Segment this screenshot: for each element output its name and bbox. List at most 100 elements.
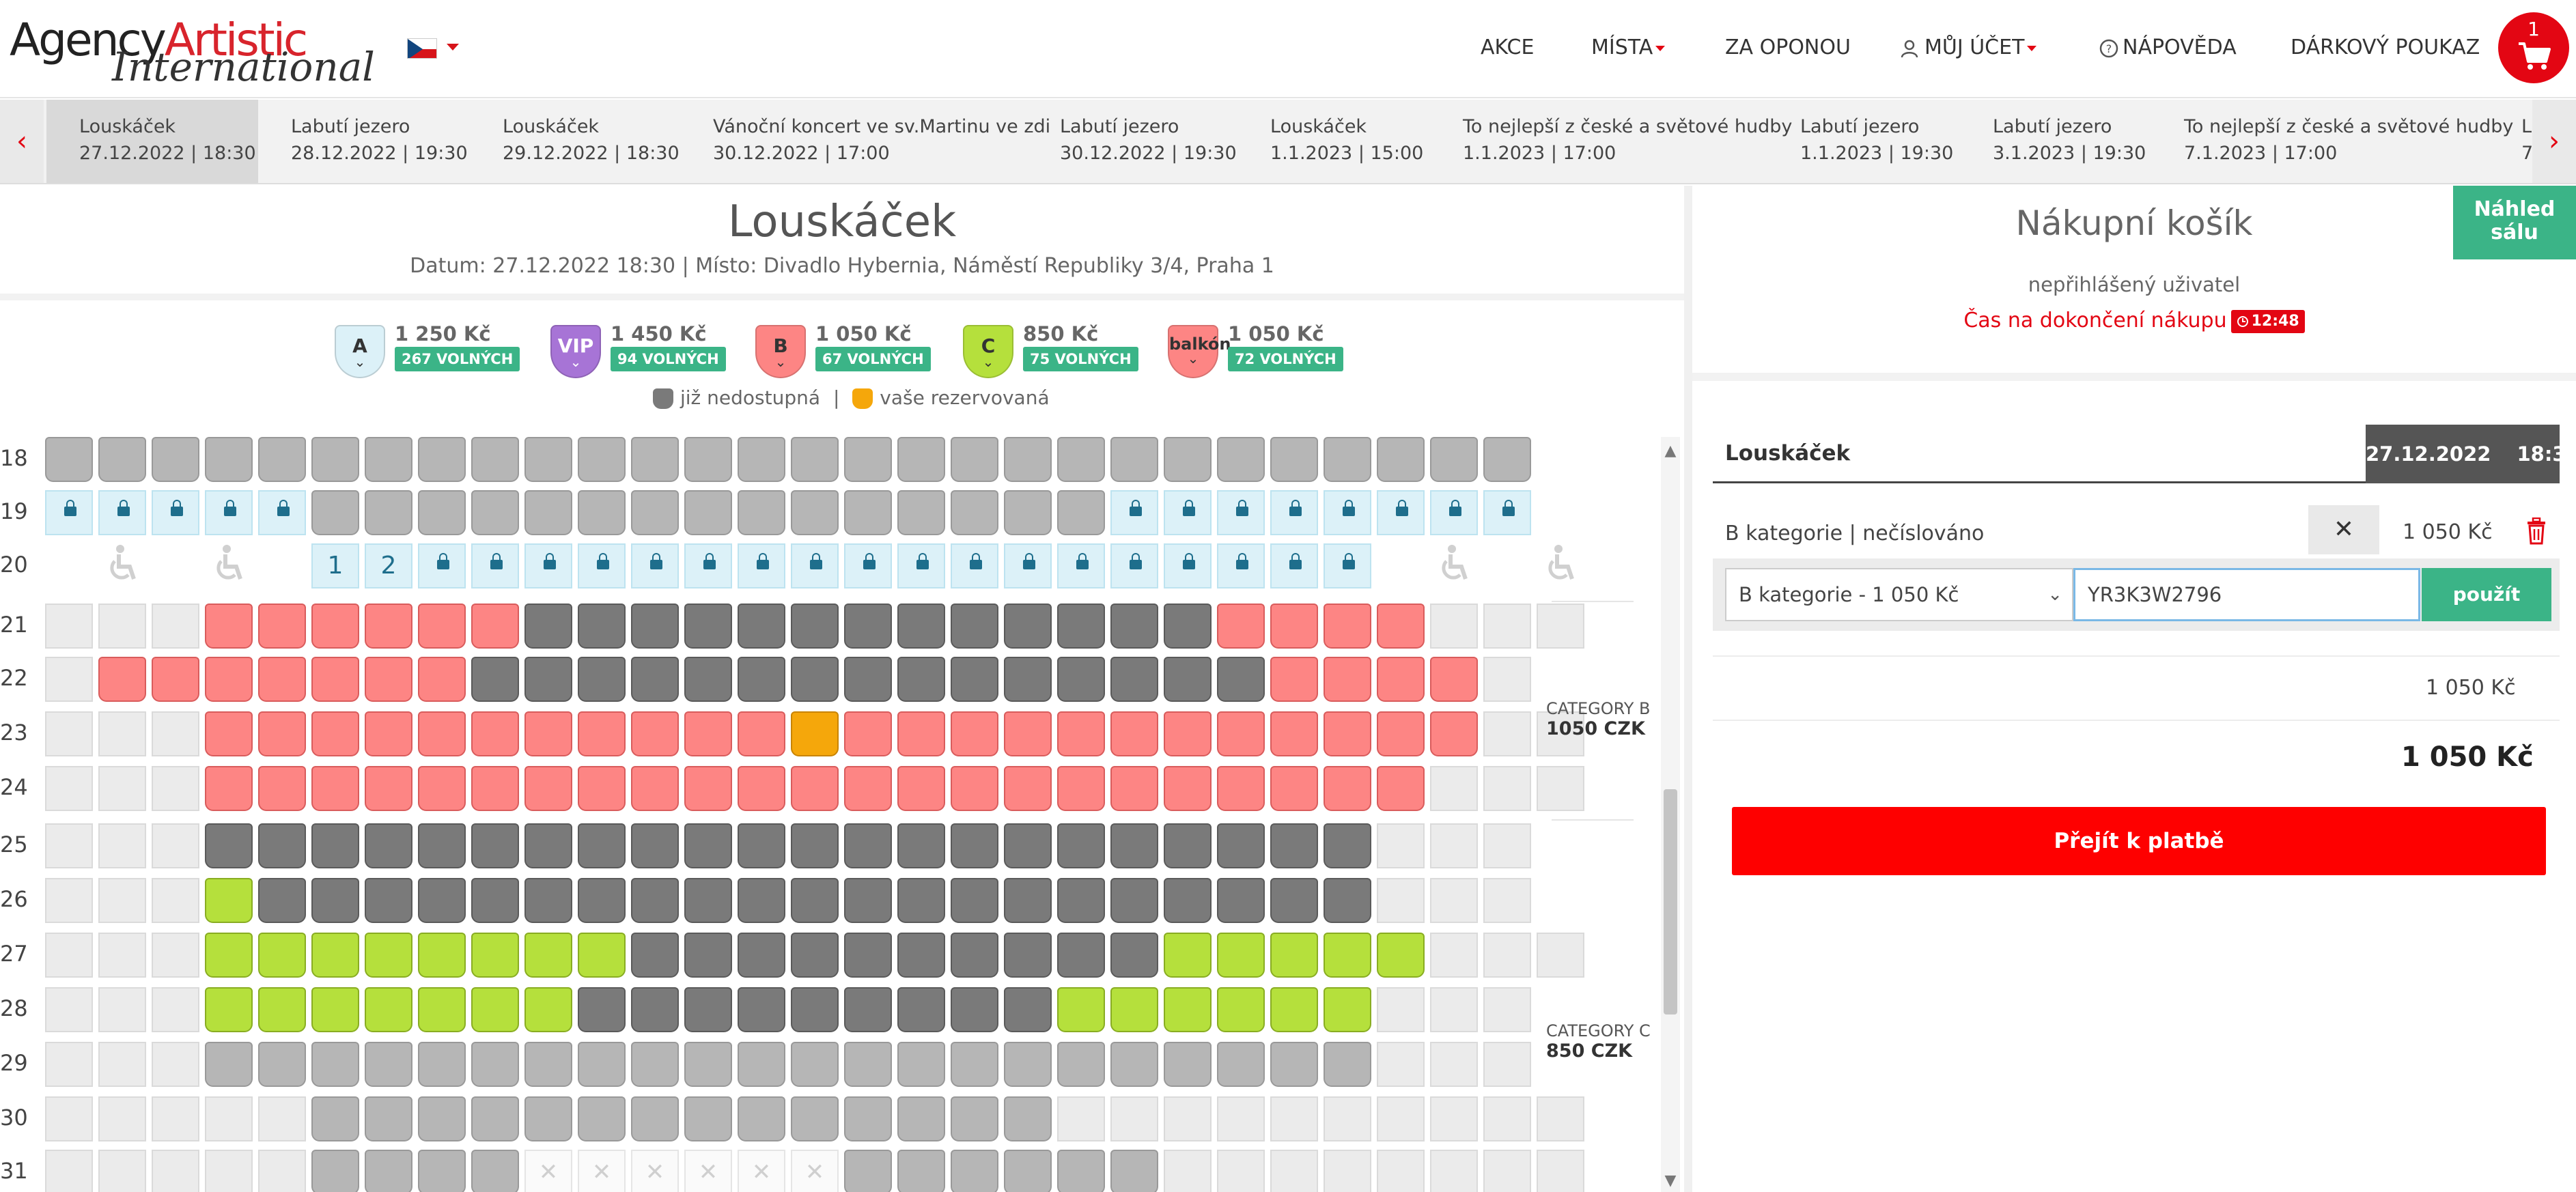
seat-available-b[interactable] [205,766,253,811]
seat-available-c[interactable] [471,987,519,1032]
seat-available-b[interactable] [578,711,626,756]
language-dropdown-caret-icon[interactable] [447,44,459,51]
seat-available-b[interactable] [1164,711,1212,756]
seat-available-b[interactable] [738,711,785,756]
seat-available-b[interactable] [1270,766,1318,811]
seat-available-b[interactable] [311,657,359,702]
seat-available-b[interactable] [1110,711,1158,756]
event-strip-item[interactable]: To nejlepší z české a světové hudby 7.1.2… [2184,116,2514,164]
seat-available-c[interactable] [524,987,572,1032]
seat-available-b[interactable] [205,711,253,756]
seat-available-b[interactable] [311,766,359,811]
seat-available-c[interactable] [1217,987,1265,1032]
event-strip-item[interactable]: Vánoční koncert ve sv.Martinu ve zdi 30.1… [713,116,1051,164]
seat-available-c[interactable] [205,878,253,923]
seat-available-b[interactable] [1004,711,1052,756]
seat-available-b[interactable] [1110,766,1158,811]
nav-muj-ucet[interactable]: MŮJ ÚČET [1900,36,2037,59]
seat-available-b[interactable] [684,766,732,811]
scrollbar-thumb[interactable] [1664,789,1677,1014]
seat-available-c[interactable] [524,933,572,978]
seat-available-b[interactable] [418,604,466,649]
seat-available-b[interactable] [205,604,253,649]
seat-available-b[interactable] [578,766,626,811]
seat-available-b[interactable] [738,766,785,811]
seat-available-c[interactable] [205,933,253,978]
seat-available-b[interactable] [258,766,306,811]
seat-available-b[interactable] [791,766,839,811]
seat-available-b[interactable] [1270,657,1318,702]
seat-available-c[interactable] [418,987,466,1032]
seat-available-b[interactable] [631,711,679,756]
seat-available-c[interactable] [311,987,359,1032]
event-strip-item[interactable]: Labutí jezero 1.1.2023 | 19:30 [1800,116,1954,164]
seat-available-b[interactable] [1217,766,1265,811]
seat-available-b[interactable] [951,711,998,756]
event-strip-item[interactable]: Labutí jezero 28.12.2022 | 19:30 [291,116,468,164]
seat-available-c[interactable] [1217,933,1265,978]
seat-available-c[interactable] [311,933,359,978]
seat-available-c[interactable] [418,933,466,978]
seat-available-b[interactable] [365,657,412,702]
seat-available-b[interactable] [471,604,519,649]
scroll-down-icon[interactable]: ▼ [1664,1172,1677,1189]
seat-available-b[interactable] [951,766,998,811]
seat-available-c[interactable] [365,933,412,978]
seat-available-b[interactable] [1324,766,1371,811]
seat-available-b[interactable] [1270,604,1318,649]
seat-available-b[interactable] [1377,604,1425,649]
seat-available-b[interactable] [524,711,572,756]
seat-available-b[interactable] [897,711,945,756]
seat-available-c[interactable] [205,987,253,1032]
event-strip-item[interactable]: Labutí jezero 3.1.2023 | 19:30 [1993,116,2146,164]
apply-discount-button[interactable]: použít slevu [2422,568,2551,659]
strip-next-button[interactable]: › [2532,100,2576,183]
trash-icon[interactable] [2525,517,2547,545]
seat-numbered[interactable]: 1 [311,543,359,588]
seat-available-b[interactable] [1057,711,1105,756]
nav-darkovy-poukaz[interactable]: DÁRKOVÝ POUKAZ [2291,36,2480,59]
seat-available-b[interactable] [1377,657,1425,702]
event-strip-item[interactable]: Louskáček 1.1.2023 | 15:00 [1270,116,1424,164]
seat-available-b[interactable] [1430,657,1478,702]
seat-available-c[interactable] [1110,987,1158,1032]
event-strip-item[interactable]: To nejlepší z české a světové hudby 1.1.2… [1463,116,1793,164]
seat-available-b[interactable] [311,711,359,756]
seat-available-c[interactable] [1324,933,1371,978]
brand-logo[interactable]: AgencyArtistic International [10,12,375,90]
nav-za-oponou[interactable]: ZA OPONOU [1725,36,1851,59]
seat-reserved[interactable] [791,711,839,756]
event-strip-item[interactable]: Louskáček 27.12.2022 | 18:30 [46,100,258,183]
seat-available-c[interactable] [1057,987,1105,1032]
seat-available-b[interactable] [258,711,306,756]
seat-available-b[interactable] [1430,711,1478,756]
proceed-to-payment-button[interactable]: Přejít k platbě [1732,807,2546,875]
seat-available-c[interactable] [258,933,306,978]
seat-available-b[interactable] [897,766,945,811]
seat-available-b[interactable] [844,766,892,811]
close-icon[interactable]: ✕ [2308,505,2379,554]
seat-available-b[interactable] [418,711,466,756]
seat-available-b[interactable] [1377,711,1425,756]
discount-code-input[interactable]: YR3K3W2796 [2073,568,2420,621]
seat-available-b[interactable] [684,711,732,756]
seat-available-c[interactable] [1377,933,1425,978]
seat-available-b[interactable] [365,604,412,649]
seat-available-b[interactable] [418,766,466,811]
scroll-up-icon[interactable]: ▲ [1664,442,1677,459]
strip-prev-button[interactable]: ‹ [0,100,44,183]
seat-available-c[interactable] [365,987,412,1032]
seat-available-b[interactable] [844,711,892,756]
seat-available-b[interactable] [258,657,306,702]
seat-available-b[interactable] [631,766,679,811]
seat-available-b[interactable] [1217,711,1265,756]
seat-available-b[interactable] [1324,711,1371,756]
seat-available-b[interactable] [471,766,519,811]
czech-flag-icon[interactable] [407,38,437,59]
seat-available-c[interactable] [1164,987,1212,1032]
seat-available-c[interactable] [1164,933,1212,978]
seat-available-b[interactable] [524,766,572,811]
seat-available-c[interactable] [1324,987,1371,1032]
nav-napoveda[interactable]: ? NÁPOVĚDA [2099,36,2237,59]
